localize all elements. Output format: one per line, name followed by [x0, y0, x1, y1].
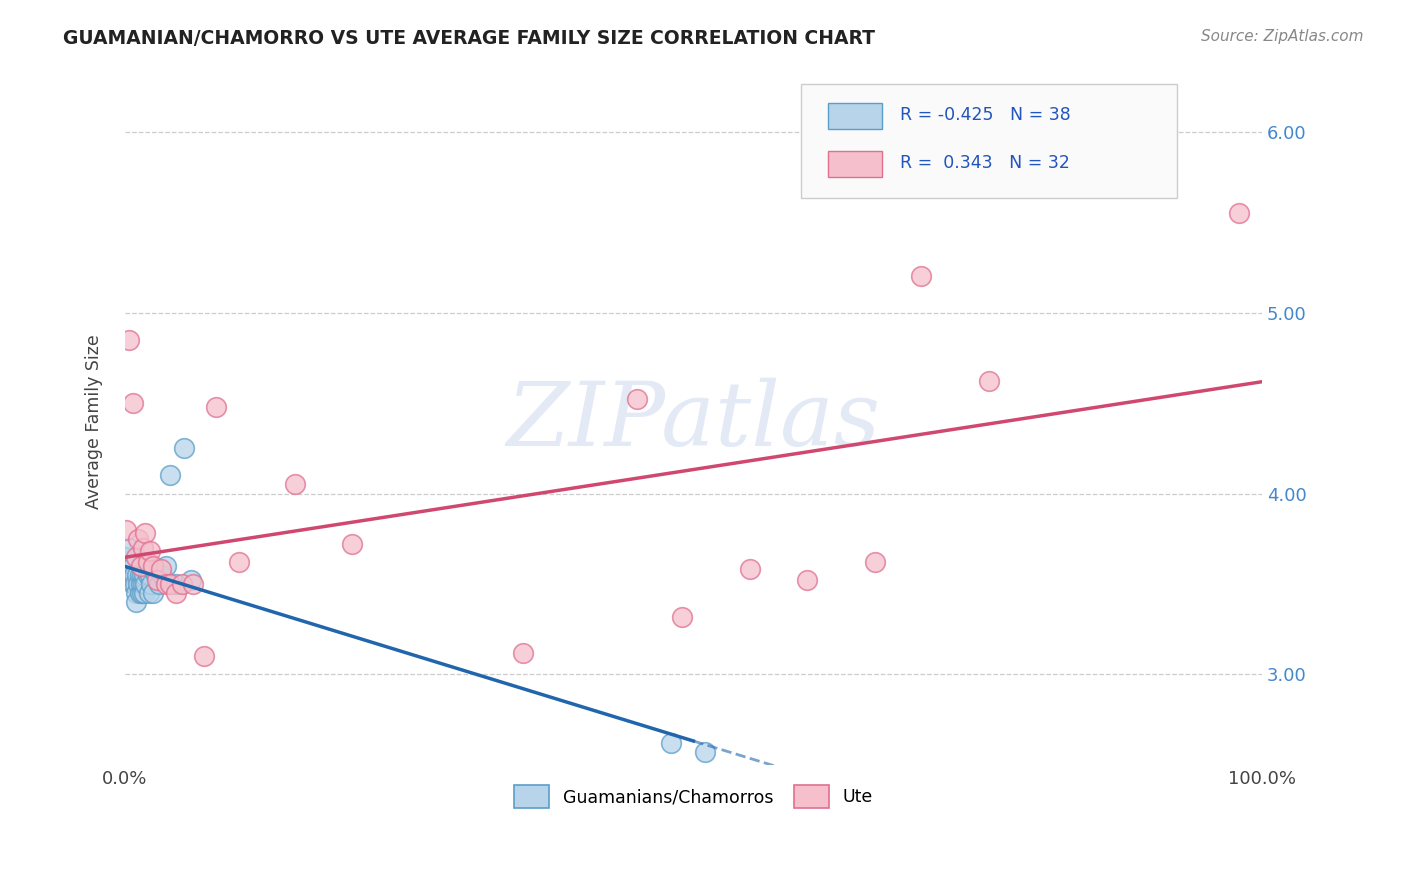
Point — [659, 736, 682, 750]
Point — [127, 532, 149, 546]
FancyBboxPatch shape — [828, 151, 882, 178]
Point — [122, 568, 145, 582]
Point — [121, 568, 143, 582]
Point — [135, 558, 157, 573]
Point — [159, 577, 181, 591]
Point — [115, 523, 138, 537]
Point — [139, 568, 162, 582]
Point — [136, 568, 159, 582]
Point — [125, 595, 148, 609]
Point — [131, 568, 153, 582]
Point — [342, 537, 364, 551]
Point — [120, 558, 142, 573]
Point — [131, 586, 153, 600]
Point — [128, 586, 150, 600]
Point — [977, 375, 1000, 389]
Point — [671, 609, 693, 624]
Point — [284, 477, 307, 491]
Point — [228, 555, 250, 569]
Point — [128, 568, 150, 582]
Point — [148, 577, 170, 591]
Point — [138, 586, 160, 600]
Point — [204, 400, 226, 414]
Point — [127, 577, 149, 591]
Point — [118, 541, 141, 555]
Point — [796, 574, 818, 588]
Y-axis label: Average Family Size: Average Family Size — [86, 334, 103, 508]
Point — [155, 558, 177, 573]
Point — [193, 649, 215, 664]
Point — [129, 558, 152, 573]
Text: R = -0.425   N = 38: R = -0.425 N = 38 — [900, 106, 1071, 124]
FancyBboxPatch shape — [828, 103, 882, 129]
Point — [1227, 206, 1250, 220]
Point — [139, 544, 162, 558]
Point — [512, 646, 534, 660]
Point — [134, 568, 156, 582]
FancyBboxPatch shape — [801, 85, 1177, 198]
Point — [139, 577, 162, 591]
Text: ZIPatlas: ZIPatlas — [506, 377, 880, 465]
Point — [134, 586, 156, 600]
Point — [136, 555, 159, 569]
Point — [134, 577, 156, 591]
Point — [150, 568, 173, 582]
Legend: Guamanians/Chamorros, Ute: Guamanians/Chamorros, Ute — [508, 779, 880, 814]
Point — [170, 577, 193, 591]
Point — [129, 577, 152, 591]
Point — [159, 468, 181, 483]
Point — [132, 541, 155, 555]
Point — [134, 526, 156, 541]
Text: Source: ZipAtlas.com: Source: ZipAtlas.com — [1201, 29, 1364, 44]
Point — [118, 333, 141, 347]
Point — [155, 577, 177, 591]
Point — [117, 568, 139, 582]
Point — [180, 574, 202, 588]
Point — [181, 577, 204, 591]
Point — [145, 574, 167, 588]
Point — [124, 577, 146, 591]
Point — [127, 568, 149, 582]
Text: R =  0.343   N = 32: R = 0.343 N = 32 — [900, 154, 1070, 172]
Point — [165, 586, 187, 600]
Point — [142, 586, 165, 600]
Point — [150, 562, 173, 576]
Point — [121, 396, 143, 410]
Point — [145, 568, 167, 582]
Text: GUAMANIAN/CHAMORRO VS UTE AVERAGE FAMILY SIZE CORRELATION CHART: GUAMANIAN/CHAMORRO VS UTE AVERAGE FAMILY… — [63, 29, 876, 47]
Point — [865, 555, 887, 569]
Point — [173, 442, 195, 456]
Point — [910, 269, 932, 284]
Point — [115, 549, 138, 564]
Point — [125, 549, 148, 564]
Point — [125, 586, 148, 600]
Point — [121, 558, 143, 573]
Point — [740, 562, 762, 576]
Point — [626, 392, 648, 407]
Point — [142, 558, 165, 573]
Point — [165, 577, 187, 591]
Point — [693, 745, 716, 759]
Point — [121, 577, 143, 591]
Point — [132, 577, 155, 591]
